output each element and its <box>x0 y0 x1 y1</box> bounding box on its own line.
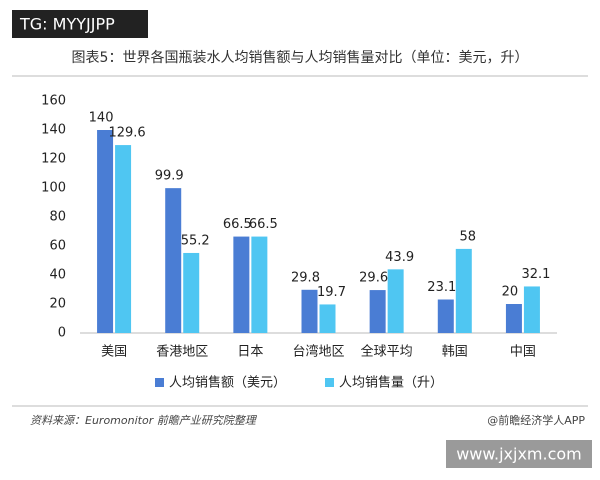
data-label: 58 <box>460 229 477 244</box>
y-tick-label: 100 <box>41 181 66 196</box>
bar <box>505 304 522 333</box>
bar <box>301 289 318 333</box>
credit: @前瞻经济学人APP <box>487 413 585 427</box>
y-tick-label: 40 <box>49 268 66 283</box>
y-tick-label: 80 <box>49 210 66 225</box>
bar <box>387 269 404 333</box>
bar <box>115 145 132 333</box>
bar <box>233 236 250 333</box>
legend-swatch <box>155 378 164 387</box>
y-tick-label: 120 <box>41 152 66 167</box>
bar <box>437 299 454 333</box>
x-tick-label: 日本 <box>237 345 263 360</box>
y-tick-label: 140 <box>41 123 66 138</box>
x-tick-label: 全球平均 <box>361 344 413 360</box>
bar <box>97 130 114 333</box>
data-label: 43.9 <box>385 250 414 265</box>
data-label: 29.6 <box>359 271 388 286</box>
x-tick-label: 韩国 <box>442 345 468 360</box>
legend-label: 人均销售额（美元） <box>169 375 286 391</box>
bar <box>183 252 200 333</box>
data-label: 66.5 <box>223 217 252 232</box>
bar <box>165 188 182 333</box>
source-note: 资料来源：Euromonitor 前瞻产业研究院整理 <box>30 414 258 427</box>
data-label: 129.6 <box>108 126 145 141</box>
bar <box>251 236 268 333</box>
chart-title: 图表5：世界各国瓶装水人均销售额与人均销售量对比（单位：美元，升） <box>72 50 529 66</box>
overlay-text: TG: MYYJJPP <box>19 15 115 34</box>
legend-swatch <box>325 378 334 387</box>
legend-label: 人均销售量（升） <box>339 375 443 391</box>
data-label: 23.1 <box>427 280 456 295</box>
data-label: 19.7 <box>317 285 346 300</box>
x-tick-label: 美国 <box>101 345 127 360</box>
bar <box>369 290 386 333</box>
data-label: 55.2 <box>181 233 210 248</box>
data-label: 140 <box>89 111 114 126</box>
data-label: 66.5 <box>249 217 278 232</box>
data-label: 99.9 <box>155 169 184 184</box>
data-label: 29.8 <box>291 270 320 285</box>
y-tick-label: 60 <box>49 239 66 254</box>
overlay-text: www.jxjxm.com <box>456 445 582 464</box>
bar <box>455 248 472 333</box>
x-tick-label: 中国 <box>510 345 536 360</box>
y-tick-label: 20 <box>49 297 66 312</box>
bar <box>319 304 336 333</box>
x-tick-label: 台湾地区 <box>292 344 344 360</box>
overlay-box <box>446 440 592 468</box>
bar <box>523 286 540 333</box>
data-label: 32.1 <box>521 267 550 282</box>
data-label: 20 <box>502 285 519 300</box>
x-tick-label: 香港地区 <box>156 345 208 360</box>
y-tick-label: 0 <box>58 326 66 341</box>
overlay-box <box>12 10 148 38</box>
y-tick-label: 160 <box>41 94 66 109</box>
